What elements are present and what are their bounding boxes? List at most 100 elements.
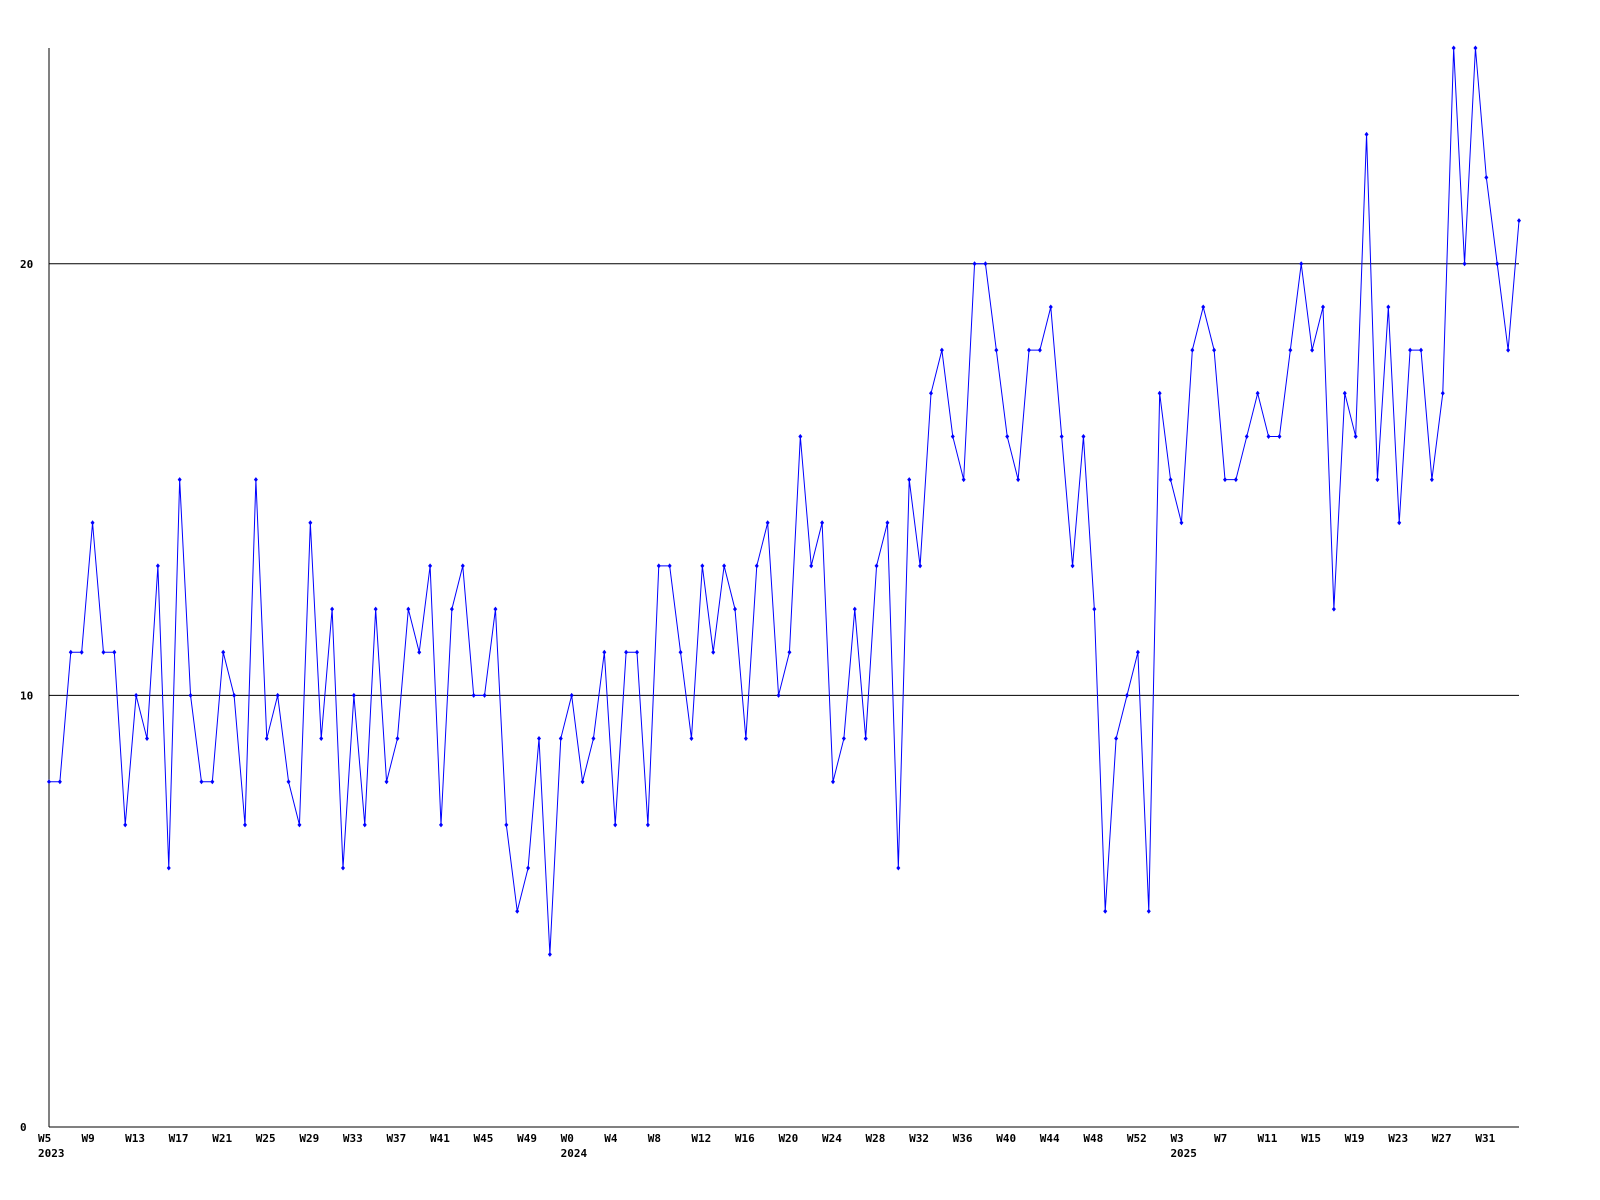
point	[613, 822, 618, 828]
y-tick-label: 0	[20, 1121, 27, 1134]
point	[145, 736, 149, 742]
point	[537, 736, 541, 742]
point	[918, 563, 923, 569]
x-tick-label: W4	[604, 1132, 618, 1145]
point	[1277, 433, 1282, 439]
point	[722, 563, 727, 569]
point	[1331, 606, 1336, 612]
point	[776, 692, 781, 698]
x-tick-label: W44	[1040, 1132, 1060, 1145]
year-label: 2025	[1170, 1147, 1197, 1160]
x-tick-label: W13	[125, 1132, 145, 1145]
point	[1103, 908, 1108, 914]
point	[515, 908, 520, 914]
point	[754, 563, 759, 569]
point	[939, 347, 944, 353]
point	[994, 347, 999, 353]
x-tick-label: W9	[82, 1132, 95, 1145]
point	[504, 822, 509, 828]
point	[950, 433, 955, 439]
point	[1179, 520, 1184, 526]
point	[1233, 477, 1238, 483]
x-tick-label: W32	[909, 1132, 929, 1145]
point	[1092, 606, 1097, 612]
point	[656, 563, 661, 569]
x-tick-label: W23	[1388, 1132, 1408, 1145]
point	[351, 692, 356, 698]
point	[47, 779, 51, 785]
point	[134, 692, 139, 698]
x-tick-label: W8	[648, 1132, 661, 1145]
point	[101, 649, 106, 655]
point	[188, 692, 193, 698]
point	[700, 563, 705, 569]
point	[678, 649, 683, 655]
point	[275, 692, 280, 698]
year-label: 2023	[38, 1147, 65, 1160]
point	[1353, 433, 1358, 439]
point	[253, 477, 258, 483]
x-tick-label: W20	[778, 1132, 798, 1145]
point	[428, 563, 433, 569]
point	[645, 822, 650, 828]
point	[558, 736, 563, 742]
point	[123, 822, 128, 828]
point	[874, 563, 879, 569]
point	[907, 477, 912, 483]
x-tick-label: W52	[1127, 1132, 1147, 1145]
point	[1190, 347, 1195, 353]
point	[624, 649, 629, 655]
x-tick-label: W21	[212, 1132, 232, 1145]
point	[57, 779, 62, 785]
point	[1125, 692, 1129, 698]
point	[417, 649, 422, 655]
x-tick-label: W37	[386, 1132, 406, 1145]
x-tick-label: W12	[691, 1132, 711, 1145]
point	[90, 520, 95, 526]
point	[765, 520, 770, 526]
point	[286, 779, 291, 785]
point	[155, 563, 160, 569]
point	[852, 606, 857, 612]
point	[961, 477, 966, 483]
point	[330, 606, 335, 612]
point	[1462, 261, 1467, 267]
point	[264, 736, 269, 742]
point	[1440, 390, 1445, 396]
point	[863, 736, 868, 742]
x-tick-label: W25	[256, 1132, 276, 1145]
x-tick-label: W17	[169, 1132, 189, 1145]
point	[1157, 390, 1162, 396]
point	[243, 822, 247, 828]
point	[221, 649, 226, 655]
point	[896, 865, 901, 871]
point	[841, 736, 846, 742]
point	[580, 779, 585, 785]
point	[1517, 218, 1521, 224]
x-tick-label: W5	[38, 1132, 51, 1145]
point	[689, 736, 694, 742]
x-tick-label: W0	[561, 1132, 574, 1145]
point	[1310, 347, 1315, 353]
x-tick-label: W48	[1083, 1132, 1103, 1145]
point	[1048, 304, 1053, 310]
point	[232, 692, 237, 698]
point	[362, 822, 367, 828]
x-tick-label: W33	[343, 1132, 363, 1145]
point	[68, 649, 73, 655]
point	[1135, 649, 1140, 655]
year-label: 2024	[561, 1147, 588, 1160]
point	[341, 865, 345, 871]
point	[1408, 347, 1413, 353]
x-tick-label: W15	[1301, 1132, 1321, 1145]
point	[1027, 347, 1031, 353]
point	[1146, 908, 1151, 914]
x-tick-label: W11	[1258, 1132, 1278, 1145]
point	[711, 649, 716, 655]
point	[199, 779, 204, 785]
point	[667, 563, 672, 569]
point	[547, 951, 552, 957]
point	[1288, 347, 1293, 353]
x-tick-label: W40	[996, 1132, 1016, 1145]
point	[569, 692, 574, 698]
